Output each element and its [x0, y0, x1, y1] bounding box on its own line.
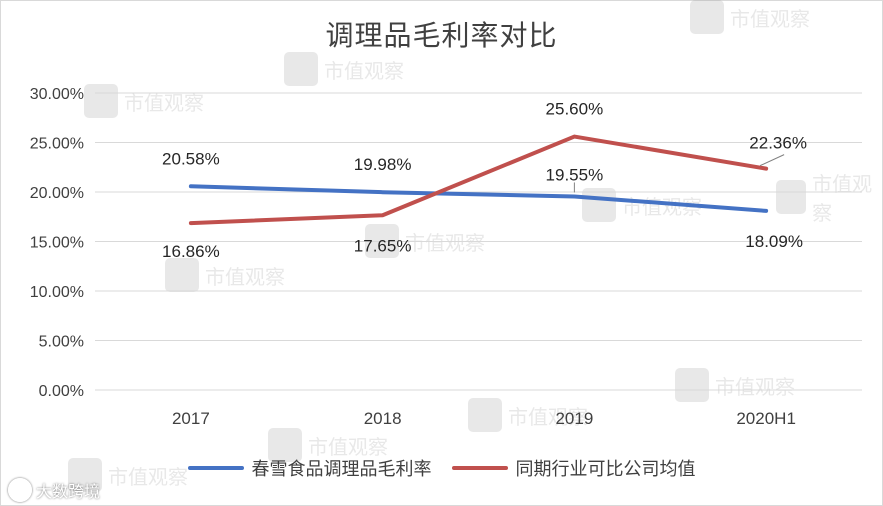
- legend: 春雪食品调理品毛利率 同期行业可比公司均值: [0, 455, 883, 481]
- y-tick-label: 30.00%: [30, 86, 84, 103]
- watermark-logo-icon: [84, 84, 118, 118]
- data-label: 22.36%: [749, 134, 807, 153]
- watermark: 市值观察: [776, 168, 883, 226]
- watermark-logo-icon: [468, 398, 502, 432]
- watermark: 市值观察: [165, 258, 285, 292]
- watermark-text: 市值观察: [324, 58, 404, 83]
- data-point: [764, 167, 768, 171]
- y-tick-label: 20.00%: [30, 185, 84, 202]
- watermark-logo-icon: [675, 368, 709, 402]
- data-label: 17.65%: [354, 236, 412, 255]
- x-tick-label: 2019: [555, 409, 593, 428]
- watermark-text: 市值观察: [108, 464, 188, 489]
- watermark: 市值观察: [690, 0, 810, 34]
- watermark-logo-icon: [776, 180, 807, 214]
- data-label: 19.98%: [354, 155, 412, 174]
- watermark-text: 市值观察: [308, 434, 388, 459]
- watermark-logo-icon: [582, 188, 616, 222]
- watermark-text: 市值观察: [730, 6, 810, 31]
- data-label: 16.86%: [162, 242, 220, 261]
- watermark: 市值观察: [468, 398, 588, 432]
- label-leader-line: [759, 154, 785, 167]
- x-tick-label: 2018: [364, 409, 402, 428]
- watermark-text: 市值观察: [124, 90, 204, 115]
- watermark: 市值观察: [84, 84, 204, 118]
- legend-item-industry: 同期行业可比公司均值: [451, 455, 696, 481]
- y-tick-label: 10.00%: [30, 284, 84, 301]
- x-tick-label: 2017: [172, 409, 210, 428]
- watermark-logo-icon: [284, 52, 318, 86]
- series-lines: [188, 134, 769, 226]
- watermark-logo-icon: [165, 258, 199, 292]
- data-point: [189, 221, 193, 225]
- brand-text: 大数跨境: [36, 482, 101, 501]
- chart-title: 调理品毛利率对比: [325, 19, 558, 52]
- gridlines: [95, 92, 862, 391]
- watermark-logo-icon: [68, 458, 102, 492]
- watermark: 市值观察: [675, 368, 795, 402]
- watermark-text: 市值观察: [205, 264, 285, 289]
- data-label: 25.60%: [546, 100, 604, 119]
- legend-item-company: 春雪食品调理品毛利率: [187, 455, 432, 481]
- data-point: [189, 184, 193, 188]
- y-tick-label: 15.00%: [30, 235, 84, 252]
- legend-swatch-company: [187, 466, 244, 470]
- data-point: [381, 190, 385, 194]
- watermark: 市值观察: [284, 52, 404, 86]
- watermark: 市值观察: [68, 458, 188, 492]
- series-line-industry: [188, 134, 769, 226]
- data-label: 19.55%: [546, 165, 604, 184]
- x-axis-tick-labels: 2017 2018 2019 2020H1: [172, 409, 796, 428]
- legend-swatch-industry: [451, 466, 508, 470]
- watermark-logo-icon: [268, 428, 302, 462]
- y-tick-label: 0.00%: [39, 383, 84, 400]
- series-line-company: [188, 184, 769, 213]
- watermark-text: 市值观察: [508, 404, 588, 429]
- data-point: [764, 209, 768, 213]
- watermark-text: 市值观察: [715, 374, 795, 399]
- y-tick-label: 25.00%: [30, 136, 84, 153]
- data-point: [381, 213, 385, 217]
- data-label: 18.09%: [745, 232, 803, 251]
- legend-label-company: 春雪食品调理品毛利率: [251, 459, 432, 480]
- watermark-logo-icon: [690, 0, 724, 34]
- brand-watermark: 大数跨境: [8, 478, 100, 502]
- x-tick-label: 2020H1: [736, 409, 796, 428]
- data-label: 20.58%: [162, 149, 220, 168]
- data-point: [572, 135, 576, 139]
- data-labels: 20.58% 19.98% 19.55% 18.09% 16.86% 17.65% 25.6…: [162, 100, 807, 262]
- brand-logo-icon: [8, 478, 32, 502]
- legend-label-industry: 同期行业可比公司均值: [515, 459, 696, 480]
- y-tick-label: 5.00%: [39, 334, 84, 351]
- y-axis-tick-labels: 0.00% 5.00% 10.00% 15.00% 20.00% 25.00% 30.00%: [30, 86, 84, 400]
- watermark-text: 市值观察: [405, 230, 485, 255]
- data-point: [572, 194, 576, 198]
- watermark: 市值观察: [268, 428, 388, 462]
